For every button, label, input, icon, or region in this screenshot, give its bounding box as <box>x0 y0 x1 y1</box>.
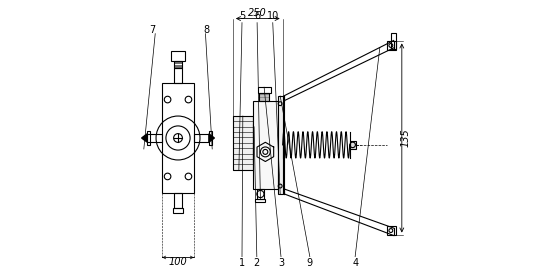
Bar <box>253 124 256 161</box>
Bar <box>147 131 150 145</box>
Bar <box>278 96 283 194</box>
Bar <box>387 41 396 50</box>
Text: 6: 6 <box>254 11 260 21</box>
Bar <box>174 61 182 68</box>
Bar <box>391 33 396 49</box>
Text: 7: 7 <box>149 25 155 34</box>
Text: 9: 9 <box>307 259 313 269</box>
Bar <box>147 134 162 142</box>
Bar <box>257 87 271 93</box>
Bar <box>259 93 269 101</box>
Bar <box>209 131 212 145</box>
Text: 2: 2 <box>253 259 260 269</box>
Text: 1: 1 <box>239 259 245 269</box>
Bar <box>162 83 194 193</box>
Text: 3: 3 <box>278 259 284 269</box>
Text: 250: 250 <box>249 8 267 18</box>
Text: 8: 8 <box>204 25 210 34</box>
Bar <box>174 68 182 83</box>
Bar <box>257 189 264 199</box>
Bar <box>194 134 209 142</box>
Text: 100: 100 <box>169 258 187 267</box>
Bar <box>171 52 185 61</box>
Bar <box>387 226 396 235</box>
Text: 10: 10 <box>267 11 279 21</box>
Polygon shape <box>142 134 147 142</box>
Bar <box>173 208 183 213</box>
Text: 135: 135 <box>400 129 410 147</box>
Bar <box>256 199 266 202</box>
Polygon shape <box>209 134 214 142</box>
Bar <box>233 116 253 169</box>
Bar <box>253 101 278 189</box>
Bar <box>174 193 182 208</box>
Text: 4: 4 <box>352 259 358 269</box>
Text: 5: 5 <box>239 11 245 21</box>
Bar <box>350 141 356 149</box>
